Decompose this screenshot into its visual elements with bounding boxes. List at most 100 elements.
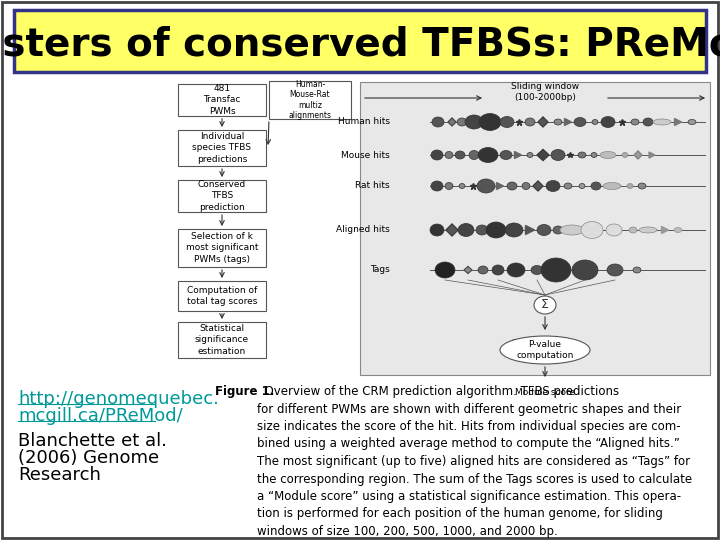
Ellipse shape (479, 113, 501, 131)
Ellipse shape (551, 150, 565, 160)
Ellipse shape (629, 227, 637, 233)
Text: Human-
Mouse-Rat
multiz
alignments: Human- Mouse-Rat multiz alignments (289, 80, 331, 120)
Ellipse shape (500, 151, 512, 159)
Ellipse shape (606, 224, 622, 236)
Ellipse shape (478, 266, 488, 274)
FancyBboxPatch shape (178, 281, 266, 311)
Ellipse shape (522, 183, 530, 190)
Text: Rat hits: Rat hits (356, 181, 390, 191)
Bar (14, 10, 706, 72)
Text: Sliding window
(100-2000bp): Sliding window (100-2000bp) (511, 82, 579, 102)
Ellipse shape (601, 117, 615, 127)
FancyBboxPatch shape (178, 180, 266, 212)
Ellipse shape (465, 115, 483, 129)
Ellipse shape (457, 118, 467, 126)
Text: Module score: Module score (515, 388, 575, 397)
Ellipse shape (653, 119, 671, 125)
Ellipse shape (688, 119, 696, 125)
Ellipse shape (600, 152, 616, 159)
Text: Tags: Tags (370, 266, 390, 274)
Ellipse shape (546, 180, 560, 192)
Polygon shape (662, 226, 668, 233)
Text: Blanchette et al.: Blanchette et al. (18, 432, 167, 450)
Text: Aligned hits: Aligned hits (336, 226, 390, 234)
Polygon shape (564, 118, 572, 125)
Ellipse shape (445, 152, 453, 159)
Text: Clusters of conserved TFBSs: PReMods: Clusters of conserved TFBSs: PReMods (0, 25, 720, 63)
Ellipse shape (638, 183, 646, 189)
Ellipse shape (643, 118, 653, 126)
Ellipse shape (591, 182, 601, 190)
Ellipse shape (486, 222, 506, 238)
Text: Research: Research (18, 466, 101, 484)
Ellipse shape (554, 119, 562, 125)
Text: P-value
computation: P-value computation (516, 340, 574, 360)
Ellipse shape (639, 227, 657, 233)
Bar (360, 82, 710, 375)
Polygon shape (464, 267, 472, 273)
Ellipse shape (534, 296, 556, 314)
Ellipse shape (622, 152, 628, 158)
Ellipse shape (541, 258, 571, 282)
Ellipse shape (591, 152, 597, 158)
Ellipse shape (500, 117, 514, 127)
Text: Selection of k
most significant
PWMs (tags): Selection of k most significant PWMs (ta… (186, 232, 258, 264)
Ellipse shape (578, 152, 586, 158)
Text: Overview of the CRM prediction algorithm. TFBS predictions
for different PWMs ar: Overview of the CRM prediction algorithm… (257, 385, 692, 538)
FancyBboxPatch shape (269, 81, 351, 119)
FancyBboxPatch shape (178, 322, 266, 358)
Ellipse shape (574, 118, 586, 126)
Ellipse shape (592, 119, 598, 125)
Ellipse shape (633, 267, 641, 273)
Ellipse shape (458, 224, 474, 237)
Ellipse shape (603, 183, 621, 190)
Ellipse shape (505, 223, 523, 237)
Polygon shape (448, 118, 456, 126)
FancyBboxPatch shape (178, 229, 266, 267)
Ellipse shape (579, 184, 585, 188)
Ellipse shape (627, 184, 633, 188)
Polygon shape (537, 150, 549, 160)
Ellipse shape (527, 152, 533, 158)
Polygon shape (515, 152, 521, 159)
Ellipse shape (435, 262, 455, 278)
Ellipse shape (572, 260, 598, 280)
Ellipse shape (525, 118, 535, 126)
Polygon shape (533, 181, 543, 191)
Polygon shape (497, 183, 503, 190)
Ellipse shape (564, 183, 572, 189)
Polygon shape (526, 226, 534, 234)
Ellipse shape (476, 225, 488, 235)
Ellipse shape (537, 225, 551, 235)
Ellipse shape (431, 150, 443, 160)
Ellipse shape (431, 181, 443, 191)
Text: 481
Transfac
PWMs: 481 Transfac PWMs (203, 84, 240, 116)
Polygon shape (675, 118, 682, 125)
Ellipse shape (500, 336, 590, 364)
Ellipse shape (507, 182, 517, 190)
Text: (2006) Genome: (2006) Genome (18, 449, 159, 467)
Ellipse shape (445, 183, 453, 190)
Text: Statistical
significance
estimation: Statistical significance estimation (195, 325, 249, 356)
Ellipse shape (560, 225, 584, 235)
Ellipse shape (631, 119, 639, 125)
Ellipse shape (477, 179, 495, 193)
Polygon shape (446, 224, 458, 236)
Polygon shape (649, 152, 655, 158)
Text: mcgill.ca/PReMod/: mcgill.ca/PReMod/ (18, 407, 183, 425)
FancyBboxPatch shape (178, 84, 266, 116)
Polygon shape (634, 151, 642, 159)
Text: Figure 1.: Figure 1. (215, 385, 274, 398)
Ellipse shape (432, 117, 444, 127)
Text: http://genomequebec.: http://genomequebec. (18, 390, 219, 408)
Text: Σ: Σ (541, 299, 549, 312)
Ellipse shape (607, 264, 623, 276)
Text: Mouse hits: Mouse hits (341, 151, 390, 159)
Text: Conserved
TFBS
prediction: Conserved TFBS prediction (198, 180, 246, 212)
Ellipse shape (469, 151, 479, 159)
Ellipse shape (581, 221, 603, 239)
FancyBboxPatch shape (178, 130, 266, 166)
Text: Human hits: Human hits (338, 118, 390, 126)
Text: Individual
species TFBS
predictions: Individual species TFBS predictions (192, 132, 251, 164)
Ellipse shape (507, 263, 525, 277)
